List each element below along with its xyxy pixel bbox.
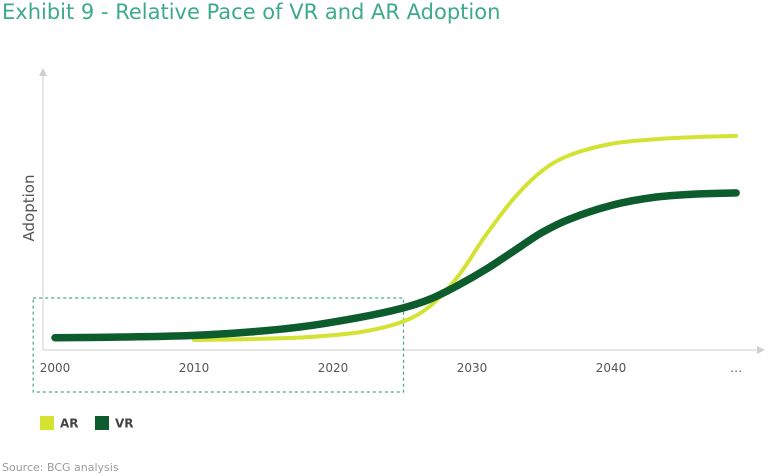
legend-label-ar: AR bbox=[60, 417, 79, 431]
legend-label-vr: VR bbox=[115, 417, 134, 431]
x-axis-arrow bbox=[757, 346, 765, 354]
x-tick-label: 2040 bbox=[596, 361, 627, 375]
series-line-ar bbox=[192, 133, 739, 342]
x-tick-label: … bbox=[730, 361, 742, 375]
legend: AR VR bbox=[40, 416, 134, 431]
x-tick-label: 2000 bbox=[40, 361, 71, 375]
y-axis-arrow bbox=[39, 68, 47, 76]
x-tick-label: 2020 bbox=[318, 361, 349, 375]
axes bbox=[39, 68, 765, 354]
legend-swatch-ar bbox=[40, 416, 54, 430]
x-tick-label: 2010 bbox=[179, 361, 210, 375]
x-tick-labels: 2000 2010 2020 2030 2040 … bbox=[40, 361, 742, 375]
legend-swatch-vr bbox=[95, 416, 109, 430]
series-lines bbox=[51, 133, 740, 342]
y-axis-label: Adoption bbox=[20, 175, 38, 242]
series-line-vr bbox=[51, 189, 740, 342]
source-note: Source: BCG analysis bbox=[2, 461, 119, 474]
x-tick-label: 2030 bbox=[457, 361, 488, 375]
chart-title: Exhibit 9 - Relative Pace of VR and AR A… bbox=[2, 0, 501, 24]
highlight-region-group bbox=[32, 297, 405, 393]
highlight-region bbox=[32, 297, 405, 393]
